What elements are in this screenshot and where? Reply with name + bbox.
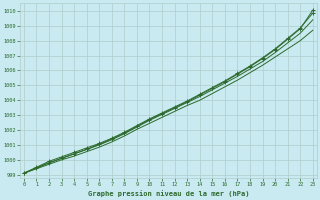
X-axis label: Graphe pression niveau de la mer (hPa): Graphe pression niveau de la mer (hPa)	[88, 190, 249, 197]
